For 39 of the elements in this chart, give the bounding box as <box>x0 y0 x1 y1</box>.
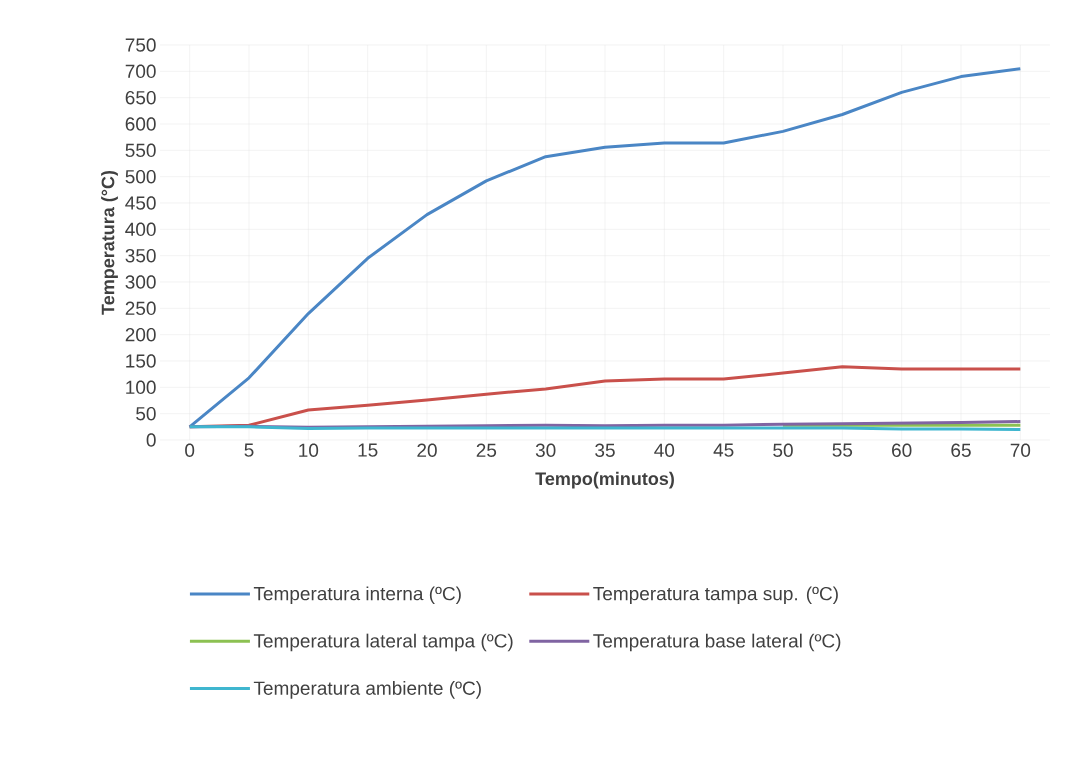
x-tick-label: 70 <box>1010 443 1031 457</box>
y-tick-label: 300 <box>125 275 156 289</box>
x-tick-label: 50 <box>773 443 793 457</box>
x-tick-label: 15 <box>358 443 378 457</box>
y-tick-label: 400 <box>125 222 156 237</box>
x-tick-label: 65 <box>951 443 971 457</box>
x-tick-label: 25 <box>476 443 497 457</box>
legend-label: Temperatura interna (ºC) <box>253 586 461 605</box>
legend-label: Temperatura tampa sup. (ºC) <box>593 586 838 605</box>
y-tick-label: 100 <box>126 380 156 395</box>
y-axis-title: Temperatura (°C) <box>101 170 118 315</box>
y-tick-label: 450 <box>125 196 156 210</box>
y-tick-label: 0 <box>146 433 156 447</box>
y-tick-label: 750 <box>125 38 156 52</box>
y-tick-label: 350 <box>125 248 156 263</box>
legend-label: Temperatura lateral tampa (ºC) <box>253 633 513 652</box>
line-series <box>188 67 1022 429</box>
legend-label: Temperatura base lateral (ºC) <box>593 633 841 652</box>
y-tick-label: 500 <box>125 169 156 184</box>
legend-label: Temperatura ambiente (ºC) <box>253 680 481 699</box>
y-tick-label: 650 <box>125 90 156 105</box>
y-tick-label: 200 <box>125 327 156 342</box>
x-tick-label: 45 <box>713 443 734 457</box>
x-tick-label: 10 <box>299 443 319 457</box>
x-tick-label: 60 <box>892 443 912 457</box>
x-tick-label: 0 <box>185 443 195 457</box>
x-axis-title: Tempo(minutos) <box>535 471 674 489</box>
y-tick-label: 50 <box>136 406 156 421</box>
x-tick-label: 55 <box>832 443 853 457</box>
y-tick-label: 550 <box>125 143 156 158</box>
y-tick-label: 600 <box>125 117 156 131</box>
x-tick-label: 20 <box>417 443 437 457</box>
x-tick-label: 30 <box>535 443 556 457</box>
x-tick-label: 35 <box>595 443 615 457</box>
y-tick-label: 250 <box>125 301 156 316</box>
y-tick-label: 150 <box>126 354 156 368</box>
x-tick-label: 5 <box>244 443 254 457</box>
x-tick-label: 40 <box>654 443 675 457</box>
y-tick-label: 700 <box>125 64 156 79</box>
